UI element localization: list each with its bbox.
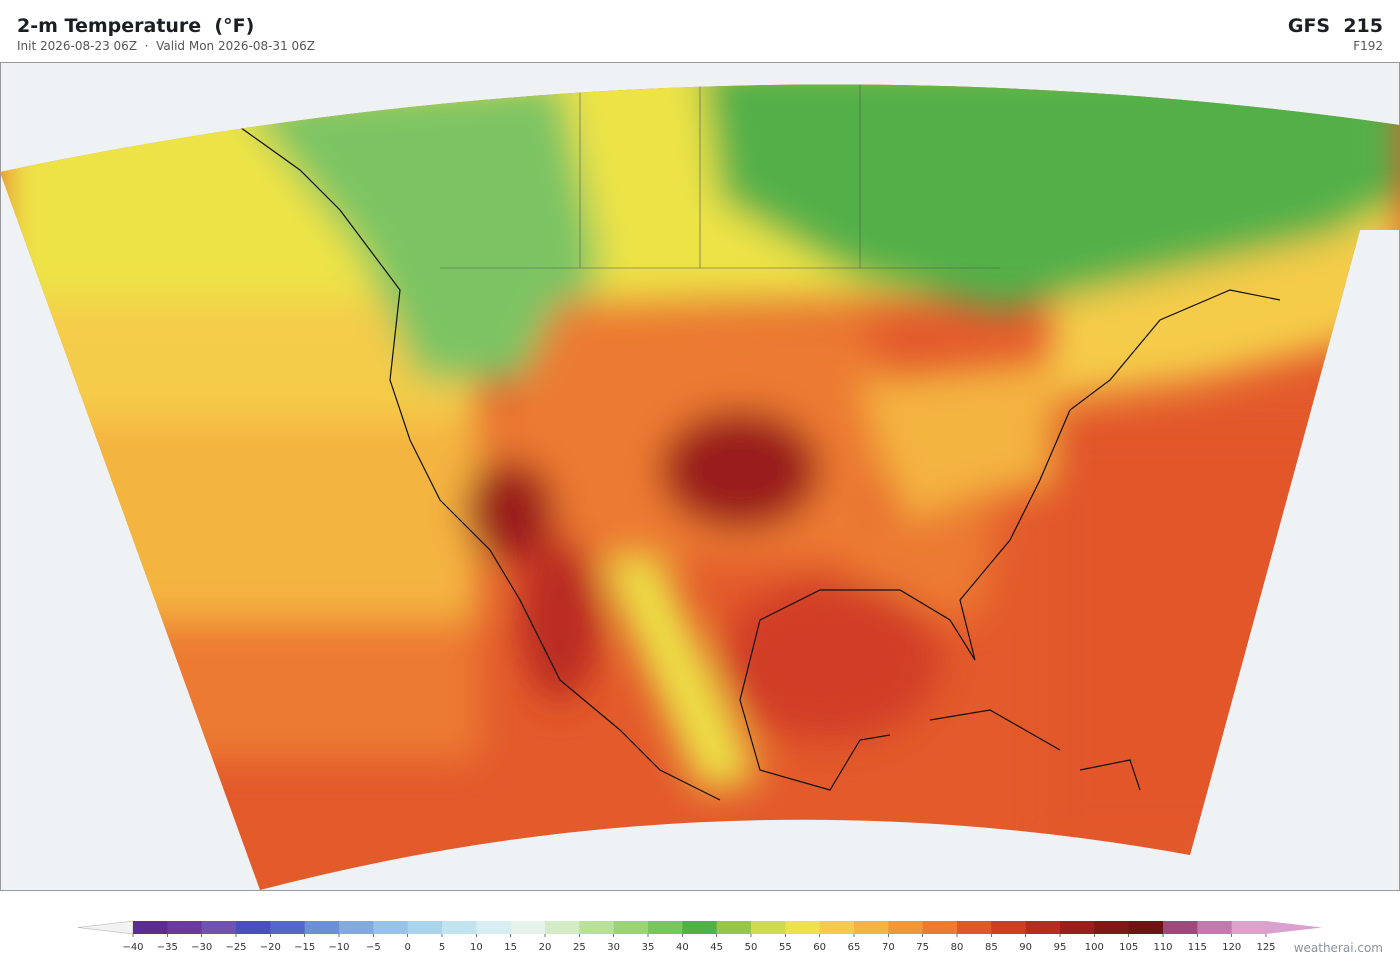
colorbar: −40 −35 −30 −25 −20 −15 −10 −5 0 5 10 15 20 25 30 35 40 4…: [77, 920, 1322, 953]
colorbar-bin: [648, 921, 683, 934]
colorbar-bin: [922, 921, 958, 934]
colorbar-tick-label: 55: [779, 942, 792, 953]
colorbar-tick-label: 120: [1222, 942, 1241, 953]
colorbar-bin: [854, 921, 889, 934]
colorbar-bin: [167, 921, 203, 934]
colorbar-tick-label: 125: [1256, 942, 1275, 953]
colorbar-tick-label: −25: [225, 942, 246, 953]
colorbar-tick-label: −15: [294, 942, 315, 953]
colorbar-tick-label: 60: [813, 942, 826, 953]
colorbar-bin: [545, 921, 580, 934]
credit: weatherai.com: [1293, 941, 1383, 955]
colorbar-tick-label: 35: [642, 942, 655, 953]
colorbar-bin: [991, 921, 1027, 934]
colorbar-bin: [304, 921, 340, 934]
model-label: GFS 215: [1287, 15, 1383, 37]
colorbar-tick-label: 50: [745, 942, 758, 953]
colorbar-bin: [1025, 921, 1061, 934]
colorbar-bin: [133, 921, 168, 934]
colorbar-tick-label: −20: [260, 942, 281, 953]
colorbar-bin: [819, 921, 855, 934]
colorbar-bin: [1128, 921, 1164, 934]
colorbar-tick-label: 100: [1085, 942, 1104, 953]
colorbar-bin: [613, 921, 649, 934]
colorbar-tick-label: 0: [404, 942, 410, 953]
colorbar-bin: [888, 921, 924, 934]
colorbar-tick-label: 5: [439, 942, 445, 953]
colorbar-tick-label: 75: [916, 942, 929, 953]
colorbar-tick-label: 65: [848, 942, 861, 953]
colorbar-tick-label: −5: [366, 942, 381, 953]
colorbar-over: [1266, 921, 1322, 934]
subtitle: Init 2026-08-23 06Z · Valid Mon 2026-08-…: [17, 39, 316, 53]
colorbar-bin: [716, 921, 752, 934]
colorbar-bin: [1231, 921, 1267, 934]
colorbar-tick-label: 95: [1054, 942, 1067, 953]
colorbar-tick-label: 90: [1019, 942, 1032, 953]
colorbar-tick-label: 45: [710, 942, 723, 953]
colorbar-bin: [1094, 921, 1130, 934]
colorbar-tick-label: 105: [1119, 942, 1138, 953]
colorbar-tick-label: −35: [157, 942, 178, 953]
title: 2-m Temperature (°F): [17, 15, 255, 37]
colorbar-tick-label: 85: [985, 942, 998, 953]
colorbar-bin: [339, 921, 374, 934]
colorbar-bin: [407, 921, 443, 934]
colorbar-under: [77, 920, 134, 935]
colorbar-bin: [579, 921, 615, 934]
colorbar-bin: [476, 921, 512, 934]
colorbar-bin: [785, 921, 821, 934]
forecast-hour: F192: [1353, 39, 1383, 53]
colorbar-tick-label: 15: [504, 942, 517, 953]
colorbar-bin: [957, 921, 992, 934]
colorbar-bin: [1163, 921, 1198, 934]
colorbar-tick-label: 30: [607, 942, 620, 953]
colorbar-tick-label: 25: [573, 942, 586, 953]
colorbar-tick-label: 70: [882, 942, 895, 953]
colorbar-bin: [201, 921, 237, 934]
colorbar-bin: [442, 921, 477, 934]
colorbar-bin: [373, 921, 409, 934]
colorbar-bin: [1060, 921, 1095, 934]
colorbar-bin: [1197, 921, 1233, 934]
colorbar-tick-label: 10: [470, 942, 483, 953]
colorbar-tick-label: 80: [951, 942, 964, 953]
colorbar-bin: [751, 921, 786, 934]
colorbar-tick-label: −10: [328, 942, 349, 953]
colorbar-bin: [510, 921, 546, 934]
colorbar-bin: [236, 921, 271, 934]
colorbar-tick-label: −40: [122, 942, 143, 953]
colorbar-tick-label: 40: [676, 942, 689, 953]
colorbar-tick-label: 110: [1153, 942, 1172, 953]
colorbar-tick-label: −30: [191, 942, 212, 953]
colorbar-tick-label: 20: [539, 942, 552, 953]
colorbar-bin: [682, 921, 718, 934]
colorbar-bin: [270, 921, 306, 934]
colorbar-tick-label: 115: [1188, 942, 1207, 953]
